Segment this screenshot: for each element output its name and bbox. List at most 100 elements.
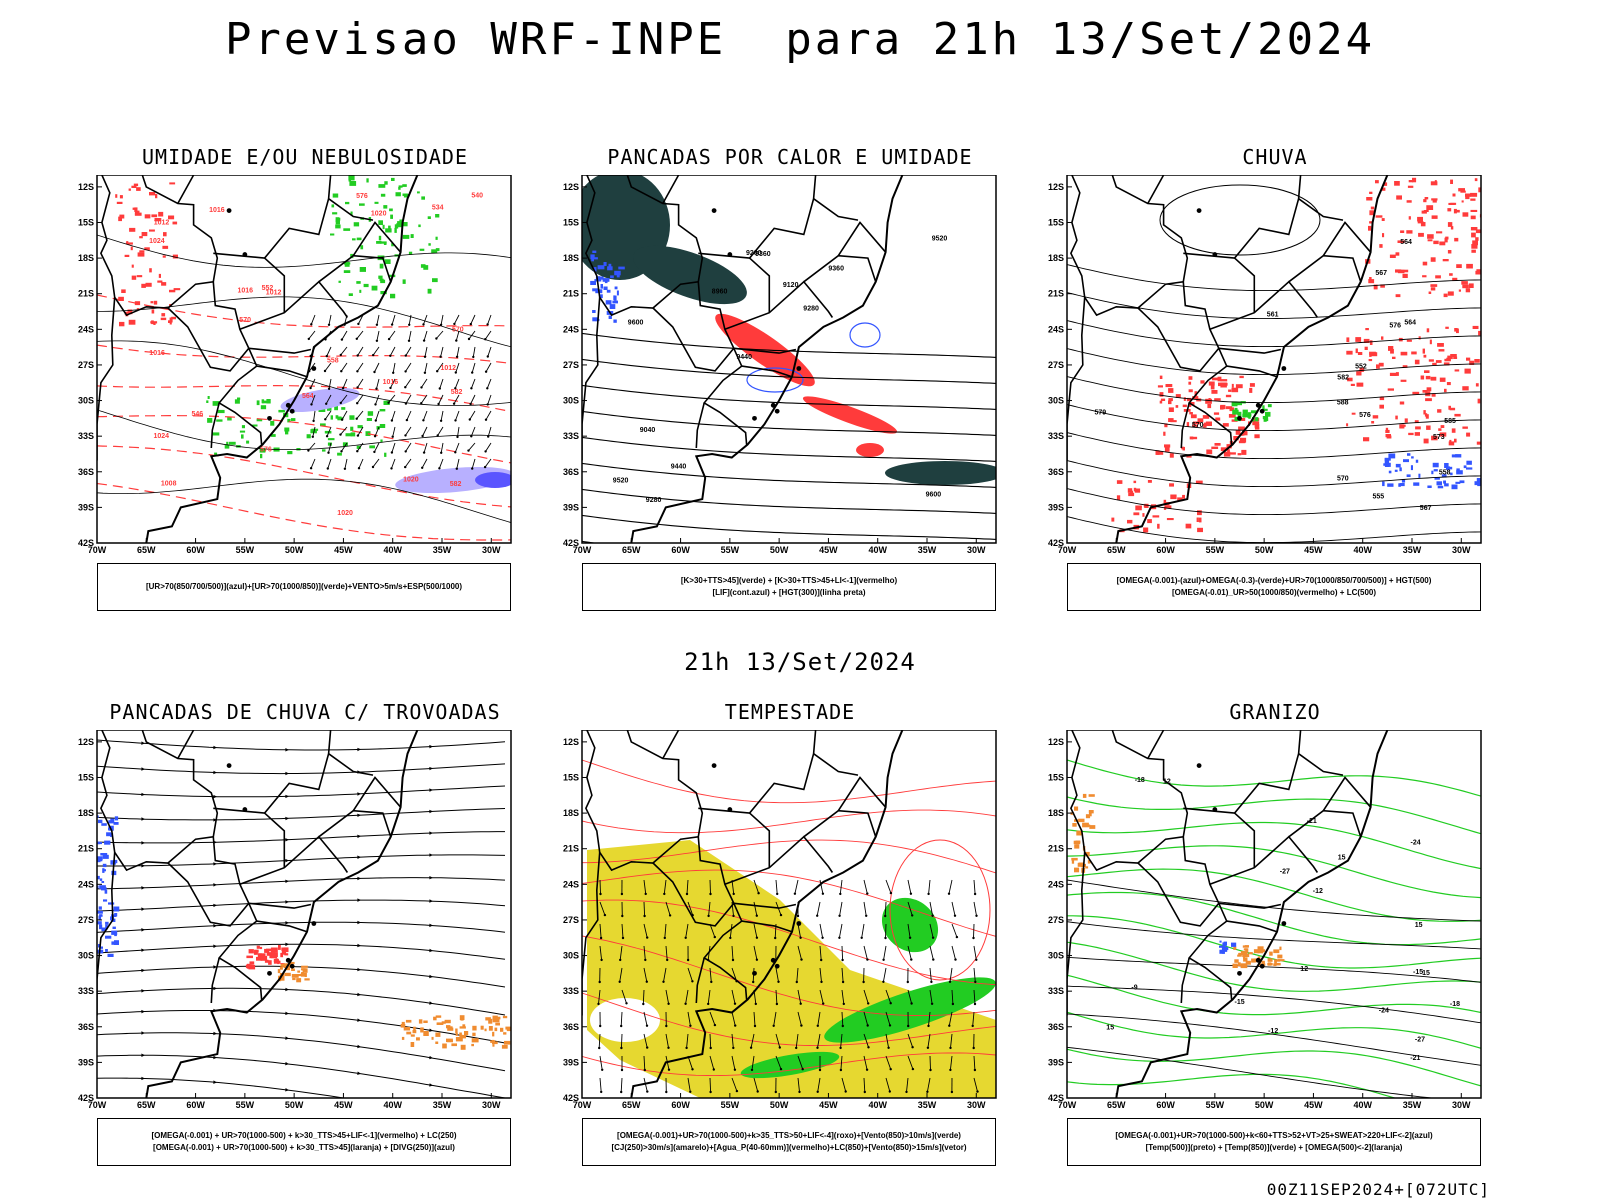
omega-0-001-area (1399, 483, 1405, 487)
dry-air-mark (153, 322, 156, 325)
wind-vector (951, 989, 954, 1005)
contour-label: 576 (1359, 412, 1371, 419)
vector-head (620, 1090, 623, 1094)
wind-vector (709, 1011, 716, 1026)
omega-ur-area (1220, 404, 1226, 410)
lat-tick-label: 42S (563, 1093, 579, 1103)
legend-line: [OMEGA(-0.001)+UR>70(1000-500)+k>35_TTS>… (617, 1131, 961, 1140)
country-border (1226, 365, 1278, 378)
contour-label: 9520 (932, 236, 948, 243)
humidity-1000-850-area (395, 192, 401, 197)
lake (1237, 415, 1242, 421)
lat-tick-label: 39S (1048, 1057, 1064, 1067)
shower-area (472, 1025, 477, 1031)
dry-air-mark (162, 255, 166, 258)
vector-head (709, 1090, 712, 1094)
lifted-index-contour (603, 262, 607, 266)
vector-head (906, 980, 909, 984)
omega-ur-area (1456, 264, 1462, 268)
country-border (1183, 252, 1235, 259)
omega-500-area (1245, 960, 1251, 965)
vector-head (729, 936, 732, 940)
omega-ur-area (1389, 254, 1396, 258)
contour-label: 1012 (441, 365, 457, 372)
streamline-arrow (213, 924, 217, 928)
wind-vector (907, 1033, 914, 1048)
contour-label: 576 (1389, 323, 1401, 330)
country-border (582, 852, 601, 1018)
dry-air-mark (129, 227, 136, 232)
humidity-1000-850-area (335, 415, 339, 419)
omega-ur-area (1210, 384, 1215, 390)
wind-vector (819, 989, 824, 1004)
vector-head (668, 914, 672, 917)
wind-vector (709, 923, 716, 938)
omega-ur-area (1470, 227, 1478, 231)
wind-vector (775, 1033, 781, 1048)
wind-vector (642, 989, 645, 1005)
omega-ur-area (1456, 209, 1460, 213)
omega-0-001-area (1466, 460, 1472, 465)
shower-area (400, 1024, 406, 1028)
lon-tick-label: 60W (186, 545, 205, 555)
streamline-arrow (357, 855, 361, 859)
shower-area (401, 1036, 405, 1040)
humidity-1000-850-area (380, 291, 387, 295)
lifted-index-contour (614, 286, 618, 290)
vector-head (355, 417, 358, 420)
shower-area (413, 1026, 416, 1031)
omega-ur-area (1130, 490, 1133, 494)
humidity-1000-850-area (432, 278, 438, 283)
humidity-1000-850-area (260, 453, 263, 459)
vector-head (599, 936, 603, 940)
lon-tick-label: 65W (622, 545, 641, 555)
height-300-contour (582, 436, 996, 462)
temp-850-contour (1067, 941, 1481, 992)
vector-head (772, 1024, 775, 1027)
legend-box: [UR>70(850/700/500)](azul)+[UR>70(1000/8… (97, 563, 511, 611)
omega-ur-area (1254, 424, 1260, 428)
shower-area (405, 1019, 412, 1023)
wind-vector (643, 945, 646, 960)
plot-frame (96, 730, 512, 1099)
vector-head (972, 936, 975, 940)
wind-vector (731, 1055, 736, 1070)
omega-ur-area (1249, 387, 1253, 393)
vector-head (975, 958, 978, 961)
omega-0-001-area (1433, 469, 1438, 472)
thunderstorm-area (258, 954, 262, 958)
wind-vector (599, 901, 606, 916)
vector-head (455, 339, 458, 342)
wind-vector (973, 945, 977, 960)
thunderstorm-area (275, 958, 278, 961)
temp-850-contour (1067, 868, 1481, 922)
wind-vector (840, 1033, 843, 1048)
streamline-850 (582, 1052, 996, 1077)
omega-ur-area (1423, 410, 1426, 415)
wind-vector (819, 879, 824, 894)
wind-vector (885, 1055, 892, 1070)
omega-ur-area (1435, 275, 1441, 279)
omega-ur-area (1447, 250, 1452, 254)
vector-head (405, 418, 409, 422)
vector-head (911, 914, 914, 917)
humidity-1000-850-area (374, 201, 379, 204)
pressure-contour (97, 340, 511, 406)
height-500-contour (1067, 488, 1481, 516)
omega-ur-area (1394, 181, 1400, 186)
shower-area (462, 1024, 466, 1028)
vector-head (707, 914, 710, 918)
humidity-1000-850-area (306, 434, 311, 439)
wind-vector (929, 1055, 931, 1071)
contour-label: 1016 (383, 379, 399, 386)
streamline (97, 808, 506, 821)
streamline-arrow (429, 1001, 433, 1005)
wind-vector (487, 314, 492, 325)
thunderstorm-area (268, 960, 272, 965)
humidity-1000-850-area (335, 217, 340, 223)
omega-ur-area (1470, 215, 1476, 220)
humidity-1000-850-area (379, 409, 386, 412)
omega-ur-area (1357, 352, 1363, 355)
humidity-1000-850-area (337, 416, 342, 421)
humidity-1000-850-area (394, 227, 397, 233)
